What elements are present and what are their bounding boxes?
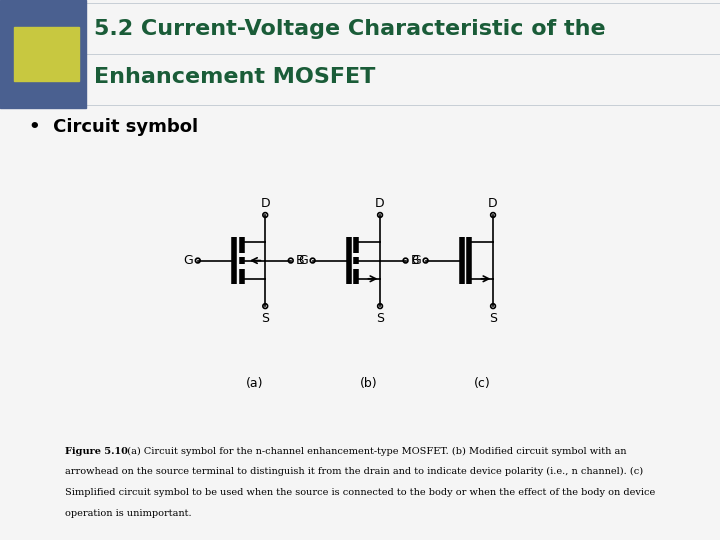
- Text: B: B: [296, 254, 305, 267]
- Text: (a) Circuit symbol for the n-channel enhancement-type MOSFET. (b) Modified circu: (a) Circuit symbol for the n-channel enh…: [120, 447, 626, 456]
- Text: (c): (c): [474, 377, 490, 390]
- Text: D: D: [488, 197, 498, 210]
- Text: arrowhead on the source terminal to distinguish it from the drain and to indicat: arrowhead on the source terminal to dist…: [65, 467, 643, 476]
- Text: Enhancement MOSFET: Enhancement MOSFET: [94, 67, 375, 87]
- Text: G: G: [183, 254, 193, 267]
- Text: B: B: [410, 254, 419, 267]
- Text: D: D: [261, 197, 270, 210]
- Text: Figure 5.10: Figure 5.10: [65, 447, 128, 456]
- Text: S: S: [489, 312, 497, 325]
- Text: (b): (b): [360, 377, 378, 390]
- Text: 5.2 Current-Voltage Characteristic of the: 5.2 Current-Voltage Characteristic of th…: [94, 19, 606, 39]
- Text: operation is unimportant.: operation is unimportant.: [65, 509, 192, 518]
- Text: Simplified circuit symbol to be used when the source is connected to the body or: Simplified circuit symbol to be used whe…: [65, 488, 655, 497]
- Text: S: S: [376, 312, 384, 325]
- Text: G: G: [410, 254, 420, 267]
- Bar: [14, 27, 79, 81]
- Text: D: D: [375, 197, 385, 210]
- Text: G: G: [298, 254, 307, 267]
- Text: (a): (a): [246, 377, 263, 390]
- Text: S: S: [261, 312, 269, 325]
- Text: •  Circuit symbol: • Circuit symbol: [29, 118, 198, 137]
- Bar: [0, 0, 86, 108]
